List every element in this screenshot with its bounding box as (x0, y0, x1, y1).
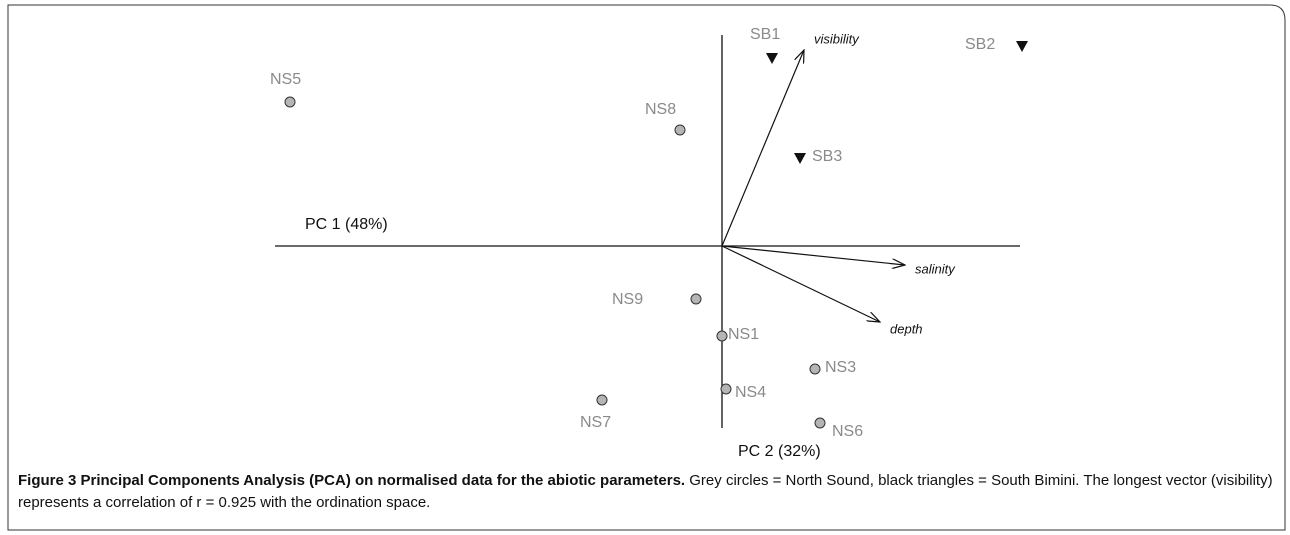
north-sound-point (720, 383, 732, 395)
point-label: NS7 (580, 414, 611, 431)
north-sound-point (690, 293, 702, 305)
caption-text: Grey circles = North Sound, black triang… (18, 472, 1273, 511)
point-label: NS8 (645, 101, 676, 118)
vector (721, 245, 880, 322)
frame (7, 4, 1286, 531)
point-label: SB1 (750, 26, 780, 43)
point-label: NS3 (825, 359, 856, 376)
caption: Figure 3 Principal Components Analysis (… (18, 470, 1273, 514)
caption-label: Figure 3 Principal Components Analysis (… (18, 472, 686, 489)
vector (721, 50, 804, 247)
north-sound-point (674, 124, 686, 136)
point-label: NS1 (728, 326, 759, 343)
north-sound-point (716, 330, 728, 342)
vector-label: visibility (814, 31, 860, 46)
north-sound-point (284, 96, 296, 108)
north-sound-point (809, 363, 821, 375)
axis-label: PC 2 (32%) (738, 443, 821, 460)
point-label: NS5 (270, 71, 301, 88)
axis-label: PC 1 (48%) (305, 216, 388, 233)
point-label: SB2 (965, 36, 995, 53)
north-sound-point (814, 417, 826, 429)
south-bimini-point (794, 153, 806, 164)
south-bimini-point (1016, 41, 1028, 52)
vector-label: depth (890, 321, 923, 336)
point-label: NS4 (735, 384, 766, 401)
point-label: NS6 (832, 423, 863, 440)
vector-label: salinity (915, 261, 956, 276)
point-label: SB3 (812, 148, 842, 165)
south-bimini-point (766, 53, 778, 64)
point-label: NS9 (612, 291, 643, 308)
vector (721, 245, 905, 265)
north-sound-point (596, 394, 608, 406)
